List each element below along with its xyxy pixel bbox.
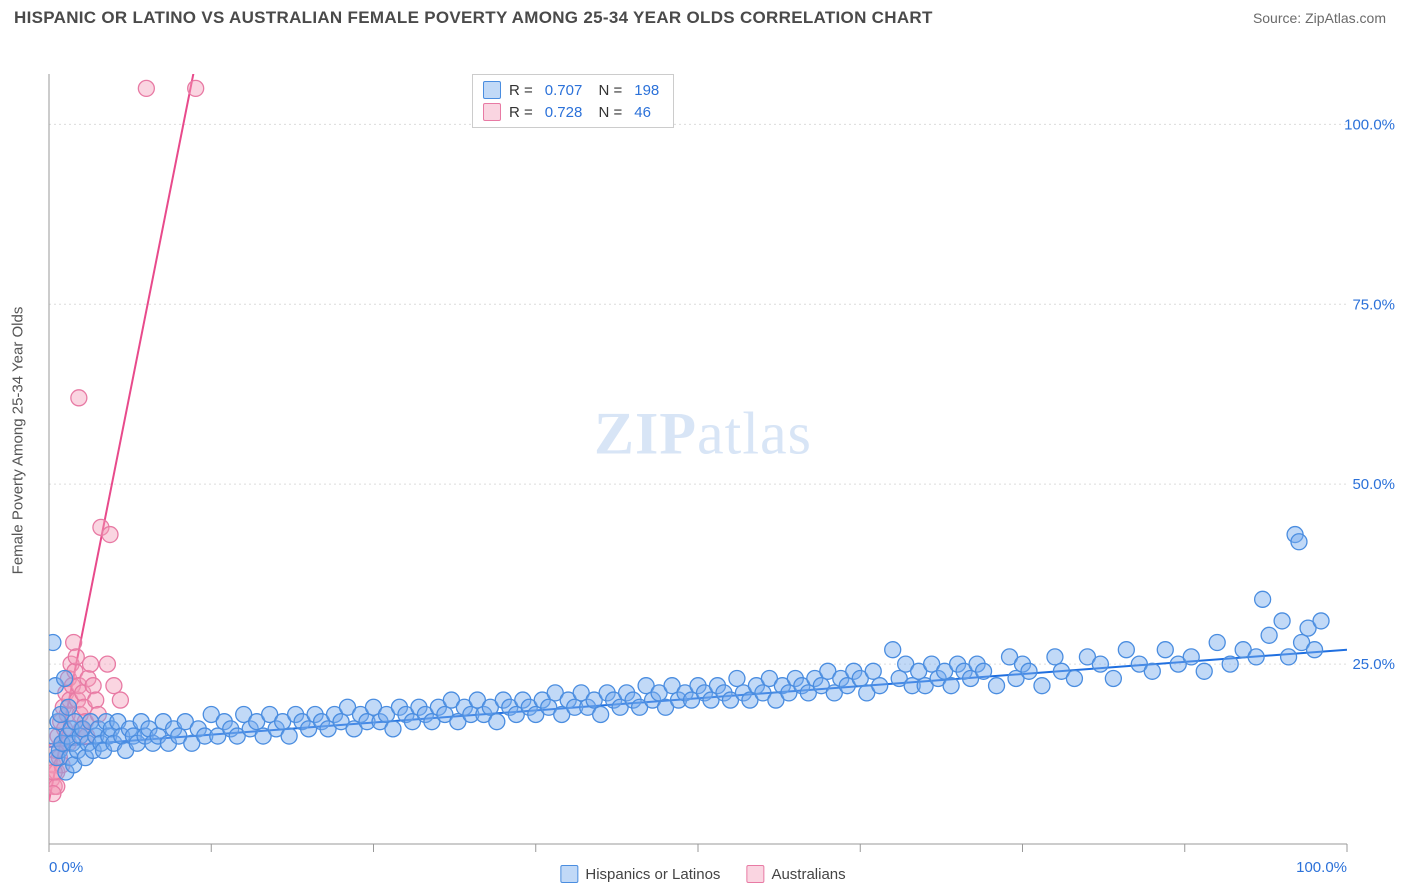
svg-text:100.0%: 100.0%: [1344, 116, 1395, 133]
stats-row-1: R = 0.728 N = 46: [483, 101, 663, 123]
chart-area: Female Poverty Among 25-34 Year Olds 25.…: [0, 32, 1406, 887]
chart-header: HISPANIC OR LATINO VS AUSTRALIAN FEMALE …: [0, 0, 1406, 32]
y-axis-label: Female Poverty Among 25-34 Year Olds: [10, 307, 27, 575]
stats-legend: R = 0.707 N = 198 R = 0.728 N = 46: [472, 74, 674, 128]
swatch-hispanics-bottom: [560, 865, 578, 883]
swatch-australians-bottom: [746, 865, 764, 883]
svg-text:25.0%: 25.0%: [1352, 656, 1395, 673]
svg-text:0.0%: 0.0%: [49, 859, 83, 876]
svg-text:75.0%: 75.0%: [1352, 296, 1395, 313]
legend-item-australians: Australians: [746, 865, 845, 883]
chart-title: HISPANIC OR LATINO VS AUSTRALIAN FEMALE …: [14, 8, 933, 28]
chart-source: Source: ZipAtlas.com: [1253, 10, 1386, 26]
swatch-hispanics: [483, 81, 501, 99]
svg-text:100.0%: 100.0%: [1296, 859, 1347, 876]
stats-row-0: R = 0.707 N = 198: [483, 79, 663, 101]
legend-item-hispanics: Hispanics or Latinos: [560, 865, 720, 883]
scatter-chart: 25.0% 50.0% 75.0% 100.0% 0.0% 100.0%: [0, 32, 1406, 887]
bottom-legend: Hispanics or Latinos Australians: [560, 865, 845, 883]
svg-text:50.0%: 50.0%: [1352, 476, 1395, 493]
swatch-australians: [483, 103, 501, 121]
